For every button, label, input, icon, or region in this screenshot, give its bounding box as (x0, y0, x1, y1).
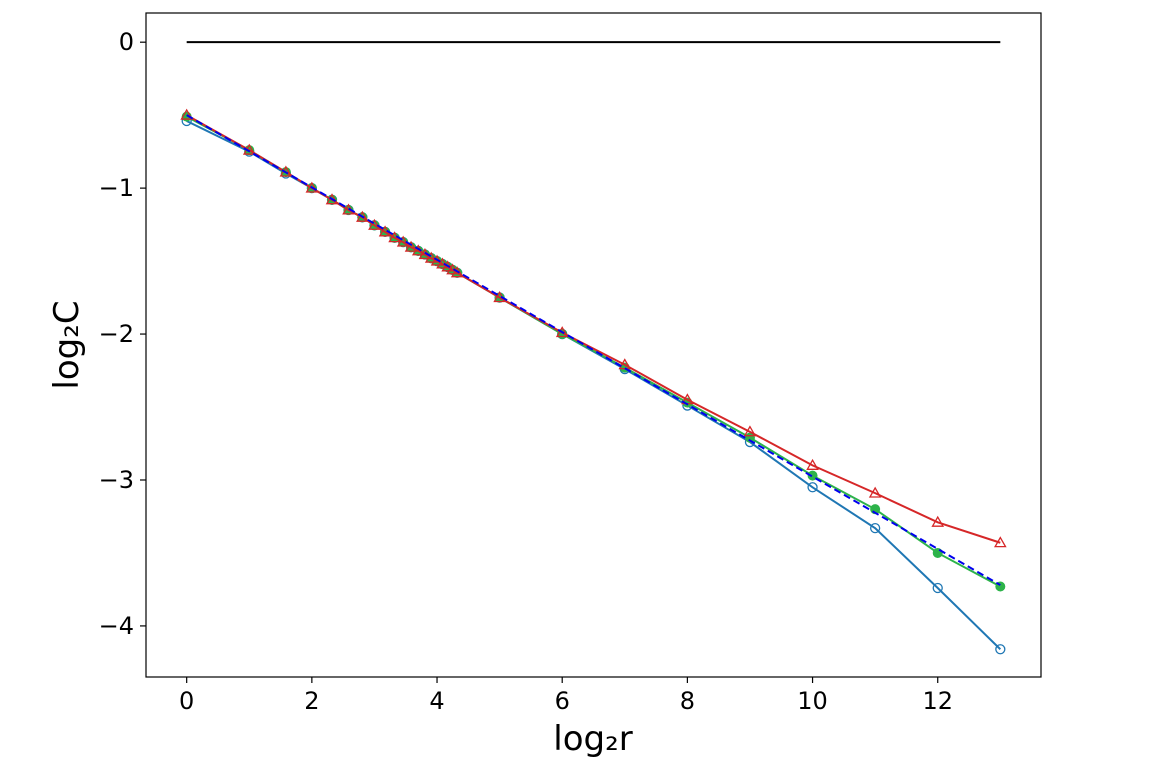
data-point (807, 470, 818, 481)
series-3 (180, 108, 1007, 548)
y-tick-label: −1 (99, 174, 134, 202)
data-point (868, 486, 882, 498)
y-axis: 0 −1 −2 −3 −4 (99, 28, 146, 640)
x-axis: 0 2 4 6 8 10 12 (179, 677, 953, 715)
x-axis-label: log₂r (553, 719, 632, 759)
x-tick-label: 0 (179, 687, 194, 715)
x-tick-label: 6 (555, 687, 570, 715)
data-point (743, 425, 757, 437)
series-1 (181, 115, 1006, 655)
series-line (186, 114, 1001, 544)
plot-frame (145, 12, 1042, 678)
y-axis-label: log₂C (47, 300, 87, 389)
data-point (931, 515, 945, 527)
x-tick-label: 4 (429, 687, 444, 715)
data-point (995, 644, 1006, 655)
y-tick-label: −3 (99, 466, 134, 494)
data-point (356, 210, 369, 222)
x-tick-label: 2 (304, 687, 319, 715)
data-point (180, 108, 194, 120)
y-tick-label: 0 (119, 28, 134, 56)
data-point (932, 582, 943, 594)
y-tick-label: −4 (99, 612, 134, 640)
data-point (806, 458, 819, 470)
data-point (325, 193, 339, 205)
series-line (186, 120, 1002, 650)
data-point (396, 235, 410, 247)
data-point (993, 536, 1007, 548)
data-point (368, 218, 381, 230)
series-layer (180, 41, 1007, 655)
x-tick-label: 12 (922, 687, 953, 715)
data-point (807, 482, 818, 493)
x-tick-label: 8 (680, 687, 695, 715)
data-point (404, 240, 418, 252)
x-tick-label: 10 (797, 687, 828, 715)
series-line (186, 114, 1001, 586)
series-4 (186, 114, 1001, 586)
data-point (869, 522, 881, 534)
data-point (555, 326, 569, 338)
data-point (305, 181, 319, 193)
data-point (424, 251, 438, 263)
y-tick-label: −2 (99, 320, 134, 348)
